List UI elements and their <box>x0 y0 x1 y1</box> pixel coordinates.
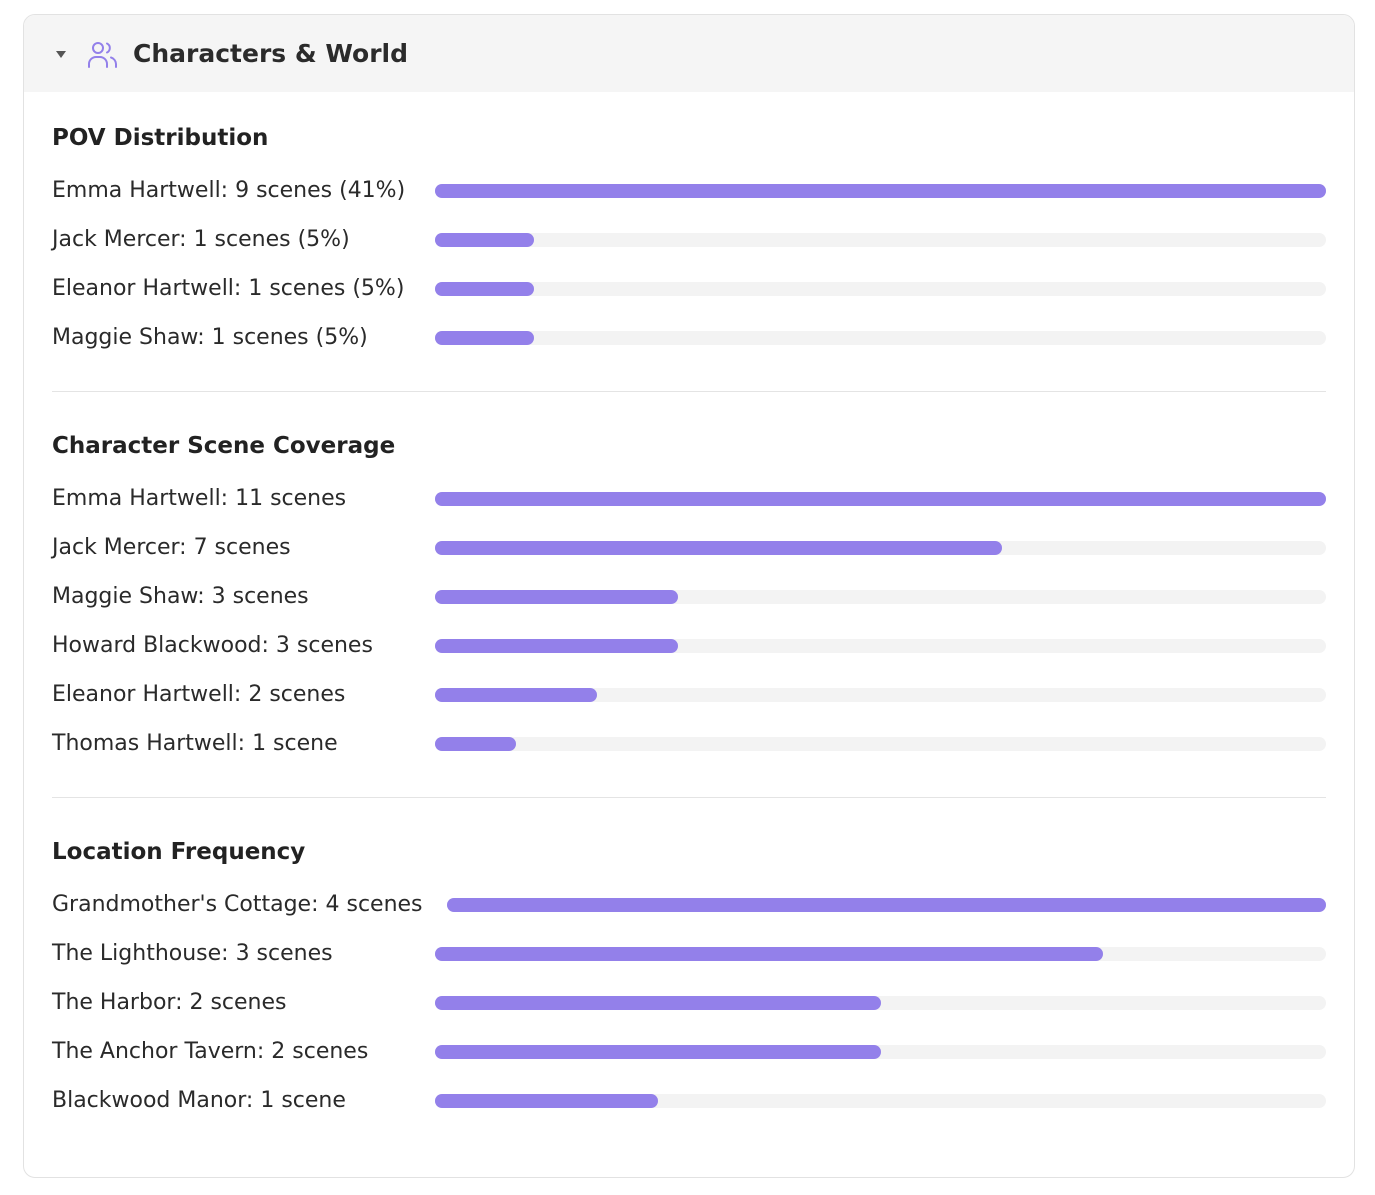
bar-track <box>435 995 1326 1010</box>
section-title: Character Scene Coverage <box>52 433 396 459</box>
bar <box>435 687 597 702</box>
bar-track <box>435 491 1326 506</box>
bar-label: The Anchor Tavern: 2 scenes <box>52 1039 369 1064</box>
bar <box>435 946 1104 961</box>
bar-row: Eleanor Hartwell: 1 scenes (5%) <box>52 264 1326 313</box>
bar-label: The Harbor: 2 scenes <box>52 990 287 1015</box>
bar-label: Jack Mercer: 1 scenes (5%) <box>52 227 350 252</box>
bar <box>435 183 1326 198</box>
bar-label: The Lighthouse: 3 scenes <box>52 941 333 966</box>
panel: Characters & World POV Distribution Emma … <box>23 14 1355 1178</box>
people-icon <box>88 41 117 68</box>
bar-row: Emma Hartwell: 11 scenes <box>52 474 1326 523</box>
bar-row: Thomas Hartwell: 1 scene <box>52 719 1326 768</box>
bar <box>435 736 516 751</box>
bar <box>435 589 678 604</box>
bar-label: Jack Mercer: 7 scenes <box>52 535 291 560</box>
bar-label: Blackwood Manor: 1 scene <box>52 1088 346 1113</box>
bar-label: Emma Hartwell: 9 scenes (41%) <box>52 178 406 203</box>
bar-row: Howard Blackwood: 3 scenes <box>52 621 1326 670</box>
bar-row: Jack Mercer: 1 scenes (5%) <box>52 215 1326 264</box>
bar <box>435 232 534 247</box>
bar-track <box>435 638 1326 653</box>
bar-row: The Anchor Tavern: 2 scenes <box>52 1027 1326 1076</box>
bar-label: Maggie Shaw: 3 scenes <box>52 584 309 609</box>
bar-label: Thomas Hartwell: 1 scene <box>52 731 338 756</box>
panel-content: POV Distribution Emma Hartwell: 9 scenes … <box>24 92 1354 1154</box>
bar <box>435 638 678 653</box>
bar <box>435 1093 658 1108</box>
bar-row: The Harbor: 2 scenes <box>52 978 1326 1027</box>
bar <box>435 491 1326 506</box>
bar-track <box>435 589 1326 604</box>
section-title: Location Frequency <box>52 839 306 865</box>
bar-track <box>435 183 1326 198</box>
bar-row: The Lighthouse: 3 scenes <box>52 929 1326 978</box>
bar-track <box>435 330 1326 345</box>
bar <box>435 540 1002 555</box>
bar-row: Grandmother's Cottage: 4 scenes <box>52 880 1326 929</box>
bar-track <box>435 232 1326 247</box>
panel-title: Characters & World <box>133 39 409 68</box>
bar-row: Maggie Shaw: 3 scenes <box>52 572 1326 621</box>
bar-label: Howard Blackwood: 3 scenes <box>52 633 373 658</box>
bar-track <box>435 736 1326 751</box>
bar-track <box>435 1044 1326 1059</box>
bar-label: Grandmother's Cottage: 4 scenes <box>52 892 423 917</box>
bar-label: Eleanor Hartwell: 1 scenes (5%) <box>52 276 405 301</box>
panel-header[interactable]: Characters & World <box>24 15 1354 92</box>
section: Location Frequency Grandmother's Cottage:… <box>52 798 1326 1154</box>
bar-label: Maggie Shaw: 1 scenes (5%) <box>52 325 368 350</box>
section-title: POV Distribution <box>52 125 269 151</box>
collapse-caret[interactable] <box>55 49 67 59</box>
section: Character Scene Coverage Emma Hartwell: 1… <box>52 392 1326 798</box>
section: POV Distribution Emma Hartwell: 9 scenes … <box>52 92 1326 392</box>
bar-track <box>435 946 1326 961</box>
bar <box>446 897 1326 912</box>
bar-track <box>435 687 1326 702</box>
bar-track <box>435 1093 1326 1108</box>
bar <box>435 995 881 1010</box>
bar-track <box>446 897 1326 912</box>
bar-row: Emma Hartwell: 9 scenes (41%) <box>52 166 1326 215</box>
bar-track <box>435 281 1326 296</box>
bar-row: Blackwood Manor: 1 scene <box>52 1076 1326 1125</box>
bar-row: Jack Mercer: 7 scenes <box>52 523 1326 572</box>
bar-track <box>435 540 1326 555</box>
bar <box>435 1044 881 1059</box>
bar <box>435 281 534 296</box>
bar <box>435 330 534 345</box>
bar-row: Maggie Shaw: 1 scenes (5%) <box>52 313 1326 362</box>
bar-row: Eleanor Hartwell: 2 scenes <box>52 670 1326 719</box>
bar-label: Eleanor Hartwell: 2 scenes <box>52 682 346 707</box>
bar-label: Emma Hartwell: 11 scenes <box>52 486 347 511</box>
